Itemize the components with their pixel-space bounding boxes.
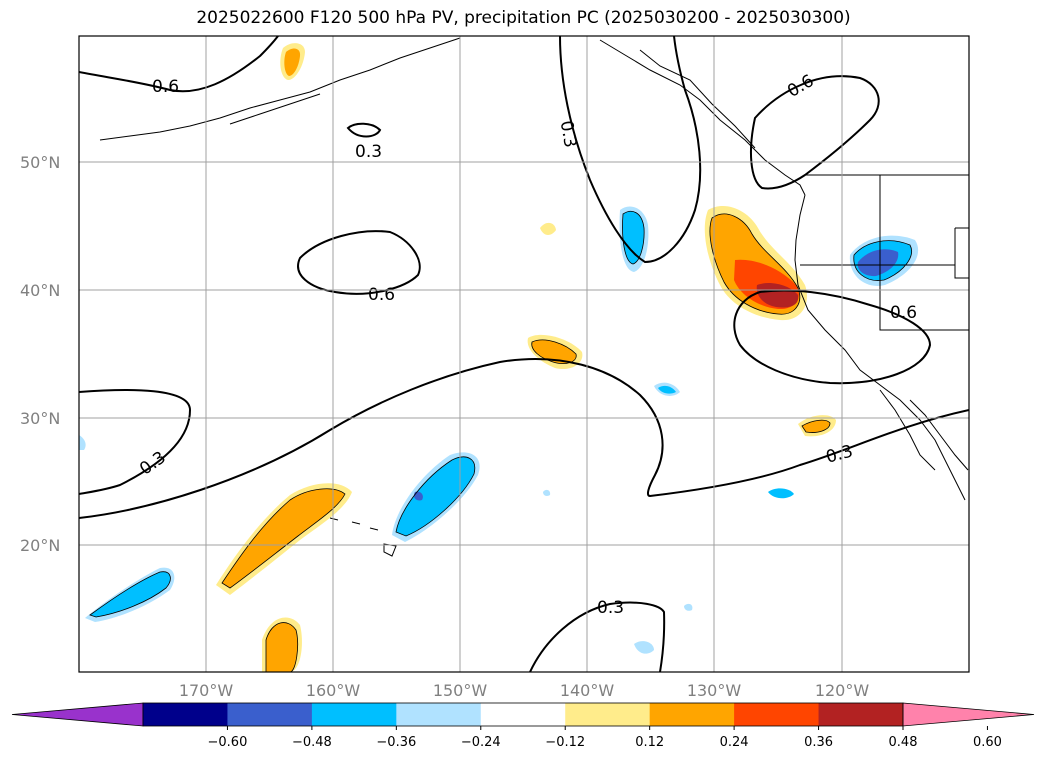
colorbar: −0.60 −0.48 −0.36 −0.24 −0.12 0.12 0.24 0.36 0.4… bbox=[11, 702, 1035, 750]
colorbar-swatch bbox=[480, 703, 566, 726]
longitude-labels: 170°W 160°W 150°W 140°W 130°W 120°W bbox=[179, 681, 870, 700]
pv-contours bbox=[79, 36, 969, 672]
lat-label: 30°N bbox=[20, 409, 60, 428]
colorbar-tick-label: 0.48 bbox=[889, 735, 918, 750]
precip-negative-shading bbox=[79, 206, 919, 654]
colorbar-tick-label: 0.24 bbox=[720, 735, 749, 750]
pv-label: 0.6 bbox=[784, 71, 817, 102]
lat-label: 20°N bbox=[20, 536, 60, 555]
graticule bbox=[79, 36, 969, 672]
lat-label: 50°N bbox=[20, 153, 60, 172]
colorbar-swatch bbox=[649, 703, 735, 726]
pv-label: 0.3 bbox=[556, 119, 580, 149]
pv-label: 0.3 bbox=[355, 142, 382, 162]
pv-label: 0.6 bbox=[890, 303, 917, 323]
lon-label: 140°W bbox=[560, 681, 615, 700]
precip-positive-shading bbox=[216, 43, 836, 672]
colorbar-tick-label: −0.36 bbox=[376, 735, 416, 750]
colorbar-swatch bbox=[227, 703, 313, 726]
lon-label: 130°W bbox=[687, 681, 742, 700]
colorbar-extend-max bbox=[902, 702, 1035, 727]
colorbar-tick-label: 0.12 bbox=[635, 735, 664, 750]
colorbar-swatch bbox=[396, 703, 482, 726]
colorbar-tick-labels: −0.60 −0.48 −0.36 −0.24 −0.12 0.12 0.24 0.36 0.4… bbox=[208, 726, 1002, 750]
colorbar-tick-label: −0.24 bbox=[461, 735, 501, 750]
map-frame bbox=[78, 35, 970, 673]
colorbar-swatch bbox=[818, 703, 904, 726]
pv-label: 0.6 bbox=[368, 285, 395, 305]
colorbar-swatch bbox=[143, 703, 228, 726]
pv-label: 0.3 bbox=[597, 598, 624, 618]
colorbar-extend-min bbox=[11, 702, 144, 727]
lon-label: 170°W bbox=[179, 681, 234, 700]
colorbar-swatch bbox=[734, 703, 820, 726]
lon-label: 120°W bbox=[815, 681, 870, 700]
colorbar-tick-label: 0.60 bbox=[973, 735, 1002, 750]
pv-label: 0.3 bbox=[824, 441, 855, 467]
pv-label: 0.6 bbox=[152, 77, 179, 97]
map-title: 2025022600 F120 500 hPa PV, precipitatio… bbox=[196, 8, 851, 28]
colorbar-frame bbox=[142, 702, 904, 727]
coastlines bbox=[99, 37, 969, 557]
lon-label: 150°W bbox=[433, 681, 488, 700]
lat-label: 40°N bbox=[20, 281, 60, 300]
colorbar-tick-label: −0.60 bbox=[208, 735, 248, 750]
colorbar-swatches bbox=[11, 702, 1035, 727]
pv-label: 0.3 bbox=[136, 448, 170, 480]
colorbar-tick-label: 0.36 bbox=[804, 735, 833, 750]
colorbar-swatch bbox=[565, 703, 651, 726]
colorbar-tick-label: −0.48 bbox=[292, 735, 332, 750]
latitude-labels: 50°N 40°N 30°N 20°N bbox=[20, 153, 60, 555]
lon-label: 160°W bbox=[306, 681, 361, 700]
map-area: 0.6 0.3 0.3 0.6 0.6 0.3 0.6 0.3 0.3 bbox=[79, 36, 969, 672]
colorbar-tick-label: −0.12 bbox=[545, 735, 585, 750]
colorbar-swatch bbox=[311, 703, 397, 726]
